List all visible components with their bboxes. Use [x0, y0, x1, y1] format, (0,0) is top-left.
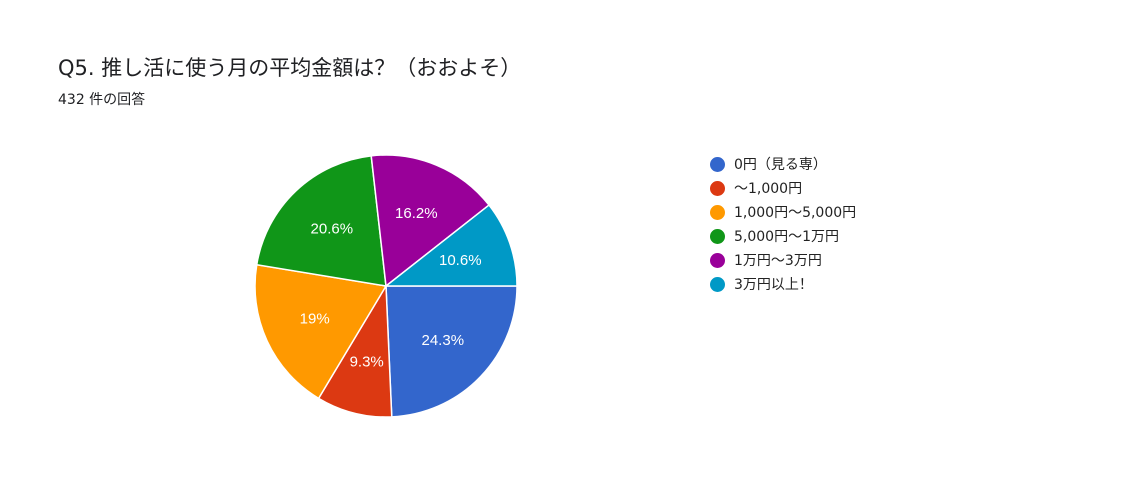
legend-item-2: 〜1,000円: [710, 176, 856, 200]
legend-swatch-icon: [710, 228, 725, 244]
legend-label: 3万円以上！: [734, 277, 813, 293]
legend-item-3: 1,000円〜5,000円: [710, 200, 856, 224]
legend-swatch-icon: [710, 204, 725, 220]
slice-4-wedge: [255, 155, 387, 287]
legend-swatch-icon: [710, 156, 725, 172]
chart-title: Q5. 推し活に使う月の平均金額は？（おおよそ）: [58, 56, 522, 80]
slice-6-wedge: [383, 204, 518, 287]
legend-item-6: 3万円以上！: [710, 272, 856, 296]
legend-label: 0円（見る専）: [734, 157, 827, 173]
response-count: 432 件の回答: [58, 92, 146, 108]
legend-label: 5,000円〜1万円: [734, 229, 839, 245]
slice-3-percent-label: 19%: [300, 311, 330, 328]
legend-swatch-icon: [710, 276, 725, 292]
legend-item-5: 1万円〜3万円: [710, 248, 856, 272]
legend-swatch-icon: [710, 180, 725, 196]
chart-legend: 0円（見る専） 〜1,000円 1,000円〜5,000円 5,000円〜1万円 1万円…: [710, 152, 856, 296]
slice-2-percent-label: 9.3%: [350, 354, 384, 371]
legend-item-1: 0円（見る専）: [710, 152, 856, 176]
pie-labels: 24.3% 9.3% 19% 20.6% 16.2% 10.6%: [300, 205, 482, 371]
legend-item-4: 5,000円〜1万円: [710, 224, 856, 248]
slice-1-wedge: [385, 285, 518, 418]
slice-4-percent-label: 20.6%: [311, 221, 354, 238]
slice-6-percent-label: 10.6%: [439, 252, 482, 269]
slice-2-wedge: [317, 283, 393, 418]
legend-label: 〜1,000円: [734, 181, 803, 197]
legend-swatch-icon: [710, 252, 725, 268]
slice-5-percent-label: 16.2%: [395, 205, 438, 222]
slice-3-wedge: [254, 263, 388, 400]
legend-label: 1,000円〜5,000円: [734, 205, 857, 221]
pie-slices: [254, 154, 518, 418]
slice-5-wedge: [370, 154, 491, 288]
slice-1-percent-label: 24.3%: [422, 332, 465, 349]
legend-label: 1万円〜3万円: [734, 253, 822, 269]
